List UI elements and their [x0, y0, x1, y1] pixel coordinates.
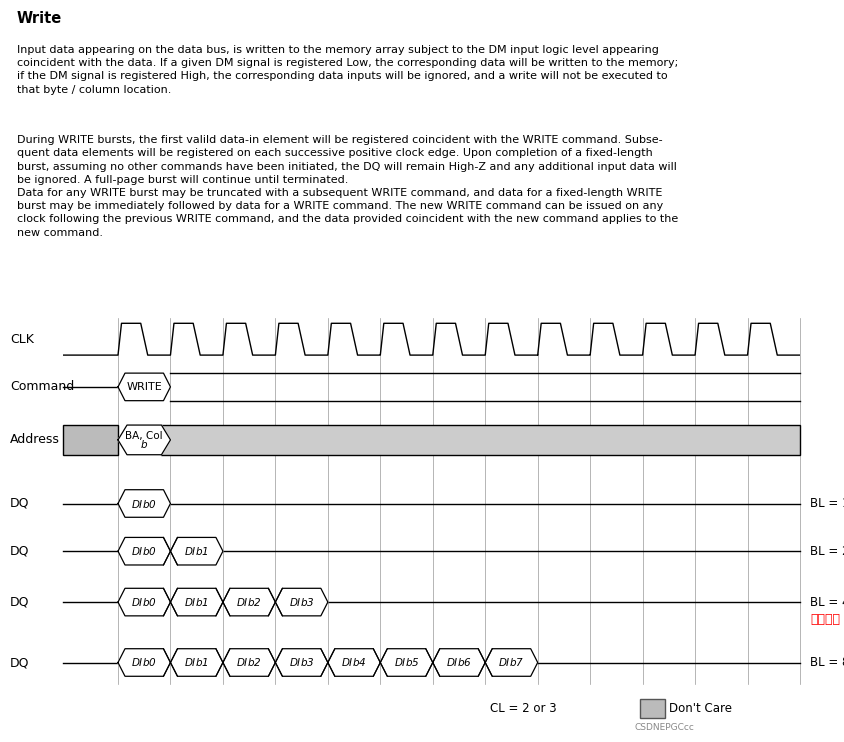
Text: $\mathregular{DI}b$0: $\mathregular{DI}b$0 — [131, 596, 157, 608]
Text: During WRITE bursts, the first valild data-in element will be registered coincid: During WRITE bursts, the first valild da… — [17, 135, 678, 237]
Text: $\mathregular{DI}b$1: $\mathregular{DI}b$1 — [184, 545, 208, 557]
Polygon shape — [118, 537, 170, 565]
Polygon shape — [170, 537, 223, 565]
Text: $\mathregular{DI}b$0: $\mathregular{DI}b$0 — [131, 545, 157, 557]
Text: $\mathregular{DI}b$1: $\mathregular{DI}b$1 — [184, 596, 208, 608]
Polygon shape — [170, 588, 223, 616]
Text: BA, Col: BA, Col — [125, 430, 163, 441]
Text: $\mathregular{DI}b$6: $\mathregular{DI}b$6 — [446, 657, 471, 669]
Text: BL = 4: BL = 4 — [809, 596, 844, 608]
Text: $\mathregular{DI}b$2: $\mathregular{DI}b$2 — [236, 657, 262, 669]
Bar — [161, 425, 799, 455]
Text: $\mathregular{DI}b$0: $\mathregular{DI}b$0 — [131, 657, 157, 669]
Text: $\mathregular{DI}b$7: $\mathregular{DI}b$7 — [498, 657, 524, 669]
Text: Input data appearing on the data bus, is written to the memory array subject to : Input data appearing on the data bus, is… — [17, 45, 678, 94]
Text: Command: Command — [10, 381, 74, 393]
Text: DQ: DQ — [10, 596, 30, 608]
Bar — [63, 425, 118, 455]
Text: BL = 1: BL = 1 — [809, 497, 844, 510]
Polygon shape — [327, 649, 380, 676]
Polygon shape — [275, 649, 327, 676]
Polygon shape — [223, 649, 275, 676]
Text: BL = 8: BL = 8 — [809, 656, 844, 669]
Text: $\mathregular{DI}b$0: $\mathregular{DI}b$0 — [131, 497, 157, 510]
Text: DQ: DQ — [10, 545, 30, 558]
Text: $\mathregular{DI}b$3: $\mathregular{DI}b$3 — [289, 596, 314, 608]
Polygon shape — [484, 649, 537, 676]
Text: $\mathregular{DI}b$2: $\mathregular{DI}b$2 — [236, 596, 262, 608]
Polygon shape — [118, 588, 170, 616]
Text: Write: Write — [17, 11, 62, 26]
Text: BL = 2: BL = 2 — [809, 545, 844, 558]
Polygon shape — [170, 649, 223, 676]
Polygon shape — [432, 649, 484, 676]
Text: $\mathregular{DI}b$4: $\mathregular{DI}b$4 — [341, 657, 366, 669]
Text: $\mathregular{DI}b$5: $\mathregular{DI}b$5 — [393, 657, 419, 669]
Text: DQ: DQ — [10, 497, 30, 510]
Text: CLK: CLK — [10, 332, 34, 346]
Text: $\mathregular{DI}b$3: $\mathregular{DI}b$3 — [289, 657, 314, 669]
Text: CSDNEPGCcc: CSDNEPGCcc — [634, 723, 694, 732]
Text: b: b — [141, 440, 148, 450]
Polygon shape — [380, 649, 432, 676]
Text: Address: Address — [10, 433, 60, 447]
Polygon shape — [223, 588, 275, 616]
Polygon shape — [118, 649, 170, 676]
Text: $\mathregular{DI}b$1: $\mathregular{DI}b$1 — [184, 657, 208, 669]
Text: 突发长度: 突发长度 — [809, 613, 839, 626]
Polygon shape — [118, 490, 170, 517]
Text: DQ: DQ — [10, 656, 30, 669]
Text: CL = 2 or 3: CL = 2 or 3 — [490, 702, 556, 715]
Text: Don't Care: Don't Care — [668, 702, 731, 715]
Polygon shape — [118, 425, 170, 455]
Text: WRITE: WRITE — [127, 382, 162, 392]
Polygon shape — [275, 588, 327, 616]
Polygon shape — [118, 373, 170, 401]
Bar — [639, 698, 664, 718]
